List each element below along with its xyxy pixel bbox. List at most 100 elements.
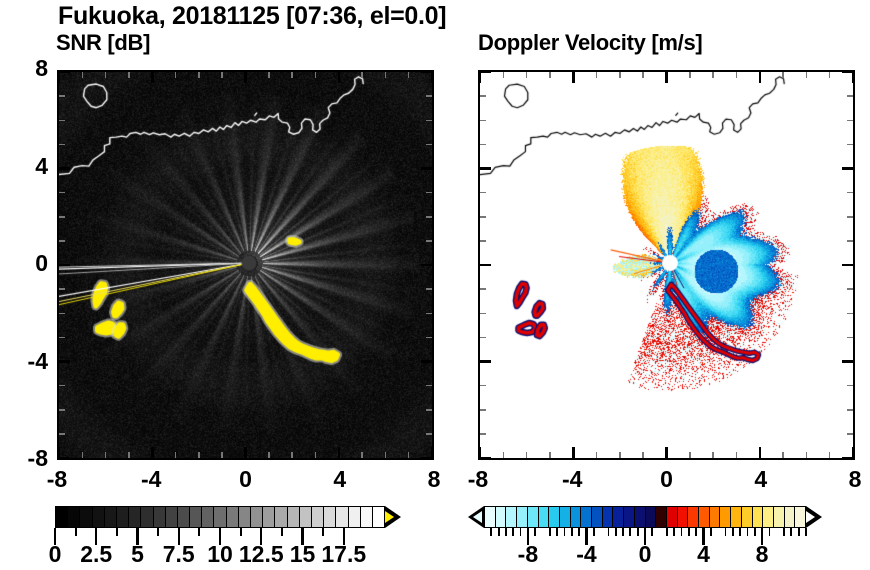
colorbar-cell — [613, 507, 625, 527]
colorbar-cell — [624, 507, 635, 527]
colorbar-cell — [129, 507, 142, 527]
x-tick-label: -4 — [562, 466, 583, 492]
colorbar-tick — [280, 528, 283, 536]
colorbar-tick — [702, 528, 705, 545]
colorbar-under-arrow-fill — [473, 511, 482, 523]
colorbar-tick — [592, 528, 595, 536]
colorbar-cell — [226, 507, 239, 527]
colorbar-tick — [643, 528, 647, 545]
colorbar-cell — [263, 507, 276, 527]
colorbar-label: 15 — [289, 541, 316, 567]
colorbar-over-arrow-fill — [385, 511, 394, 523]
colorbar-label: 8 — [755, 541, 769, 567]
colorbar-cell — [324, 507, 337, 527]
colorbar-tick — [115, 528, 118, 536]
colorbar-label: 2.5 — [80, 541, 113, 567]
colorbar-label: 10 — [207, 541, 233, 567]
colorbar-cell — [153, 507, 166, 527]
colorbar-cell — [527, 507, 539, 527]
colorbar-tick — [673, 528, 676, 536]
colorbar-tick — [731, 528, 734, 536]
colorbar-tick — [526, 528, 530, 545]
colorbar-cell — [495, 507, 507, 527]
snr-radar-plot[interactable] — [57, 70, 434, 460]
colorbar-tick — [556, 528, 559, 536]
colorbar-cell — [559, 507, 571, 527]
colorbar-tick — [688, 528, 690, 536]
right-panel-title: Doppler Velocity [m/s] — [478, 30, 703, 55]
colorbar-tick — [629, 528, 632, 536]
colorbar-cell — [602, 507, 614, 527]
colorbar-cell — [177, 507, 191, 527]
y-tick-label: -4 — [27, 347, 48, 374]
colorbar-cell — [784, 507, 796, 527]
colorbar-cell — [287, 507, 300, 527]
colorbar-tick — [95, 528, 98, 545]
colorbar-cell — [549, 507, 560, 527]
colorbar-cell — [485, 507, 496, 527]
colorbar-tick — [136, 528, 139, 545]
colorbar-label: 17.5 — [321, 541, 367, 567]
colorbar-tick — [644, 528, 646, 536]
colorbar-cell — [311, 507, 325, 527]
doppler-radar-plot[interactable] — [478, 70, 855, 460]
colorbar-tick — [746, 528, 749, 536]
colorbar-cell — [795, 507, 806, 527]
colorbar-label: 12.5 — [238, 541, 284, 567]
colorbar-cell — [80, 507, 93, 527]
doppler-colorbar[interactable] — [468, 506, 822, 528]
colorbar-tick — [578, 528, 581, 536]
colorbar-tick — [651, 528, 654, 536]
colorbar-cell — [190, 507, 203, 527]
x-tick-label: 8 — [848, 466, 862, 492]
colorbar-cell — [773, 507, 785, 527]
colorbar-label: 4 — [697, 541, 710, 567]
colorbar-tick — [519, 528, 522, 536]
colorbar-cell — [538, 507, 550, 527]
colorbar-tick — [680, 528, 683, 536]
colorbar-cell — [645, 507, 657, 527]
colorbar-cell — [656, 507, 667, 527]
colorbar-label: 5 — [131, 541, 144, 567]
x-tick-label: 0 — [660, 466, 673, 492]
colorbar-tick — [739, 528, 742, 536]
y-tick-label: -8 — [27, 445, 48, 471]
colorbar-cell — [141, 507, 154, 527]
colorbar-cell — [731, 507, 742, 527]
colorbar-cell — [699, 507, 710, 527]
colorbar-tick — [695, 528, 698, 536]
colorbar-cell — [214, 507, 227, 527]
colorbar-cell — [677, 507, 689, 527]
snr-colorbar[interactable] — [55, 506, 401, 528]
colorbar-tick — [636, 528, 639, 536]
y-tick-label: 4 — [35, 152, 48, 179]
colorbar-tick — [177, 528, 180, 545]
colorbar-tick — [563, 528, 566, 536]
colorbar-tick — [724, 528, 727, 536]
colorbar-tick — [709, 528, 712, 536]
colorbar-cell — [116, 507, 130, 527]
x-tick-label: 4 — [754, 466, 768, 492]
colorbar-tick — [218, 528, 222, 545]
colorbar-cell — [688, 507, 700, 527]
colorbar-tick — [497, 528, 500, 536]
x-tick-label: 8 — [427, 466, 441, 492]
colorbar-cell — [275, 507, 288, 527]
colorbar-cell — [68, 507, 81, 527]
colorbar-cell — [104, 507, 117, 527]
colorbar-label: 0 — [48, 541, 62, 567]
x-tick-label: -8 — [46, 466, 68, 492]
colorbar-tick — [805, 528, 807, 536]
colorbar-tick — [761, 528, 763, 536]
colorbar-label: 7.5 — [162, 541, 195, 567]
colorbar-cell — [634, 507, 646, 527]
colorbar-cell — [763, 507, 774, 527]
colorbar-cell — [506, 507, 518, 527]
x-tick-label: 4 — [333, 466, 347, 492]
colorbar-tick — [666, 528, 668, 536]
colorbar-cell — [741, 507, 753, 527]
colorbar-tick — [301, 528, 304, 545]
colorbar-tick — [342, 528, 345, 545]
colorbar-tick — [505, 528, 507, 536]
